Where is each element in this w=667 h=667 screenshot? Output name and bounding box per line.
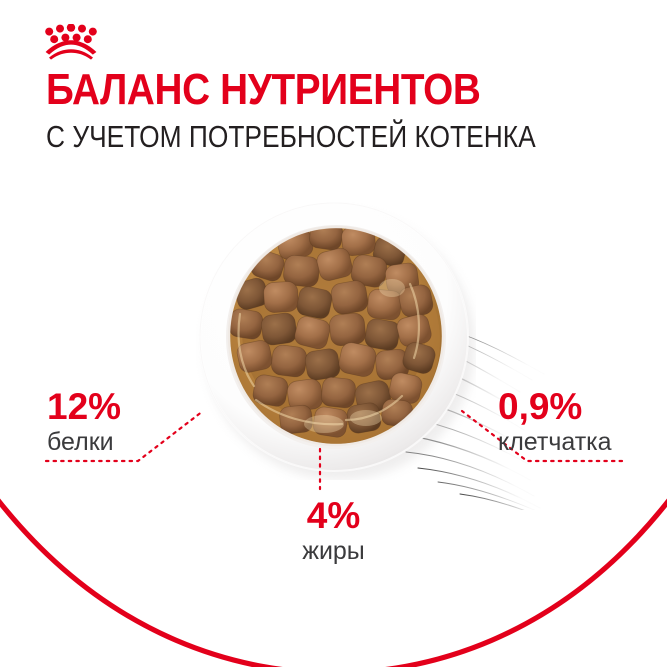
- callout-fat: 4% жиры: [0, 497, 667, 564]
- callout-fibre-label: клетчатка: [498, 428, 612, 456]
- bowl-of-wet-cat-food: [196, 194, 476, 480]
- callout-protein-label: белки: [47, 428, 114, 456]
- callout-fibre-value: 0,9%: [498, 386, 583, 427]
- callout-fat-value: 4%: [306, 495, 361, 536]
- callout-fat-label: жиры: [302, 537, 365, 565]
- callout-protein-value: 12%: [47, 386, 122, 427]
- callout-fibre: 0,9% клетчатка: [498, 388, 612, 455]
- page-subtitle: С УЧЕТОМ ПОТРЕБНОСТЕЙ КОТЕНКА: [46, 119, 536, 154]
- page-title: БАЛАНС НУТРИЕНТОВ: [46, 65, 481, 114]
- royal-canin-crown-icon: [44, 23, 98, 60]
- title-block: БАЛАНС НУТРИЕНТОВ С УЧЕТОМ ПОТРЕБНОСТЕЙ …: [46, 65, 626, 154]
- callout-protein: 12% белки: [47, 388, 121, 455]
